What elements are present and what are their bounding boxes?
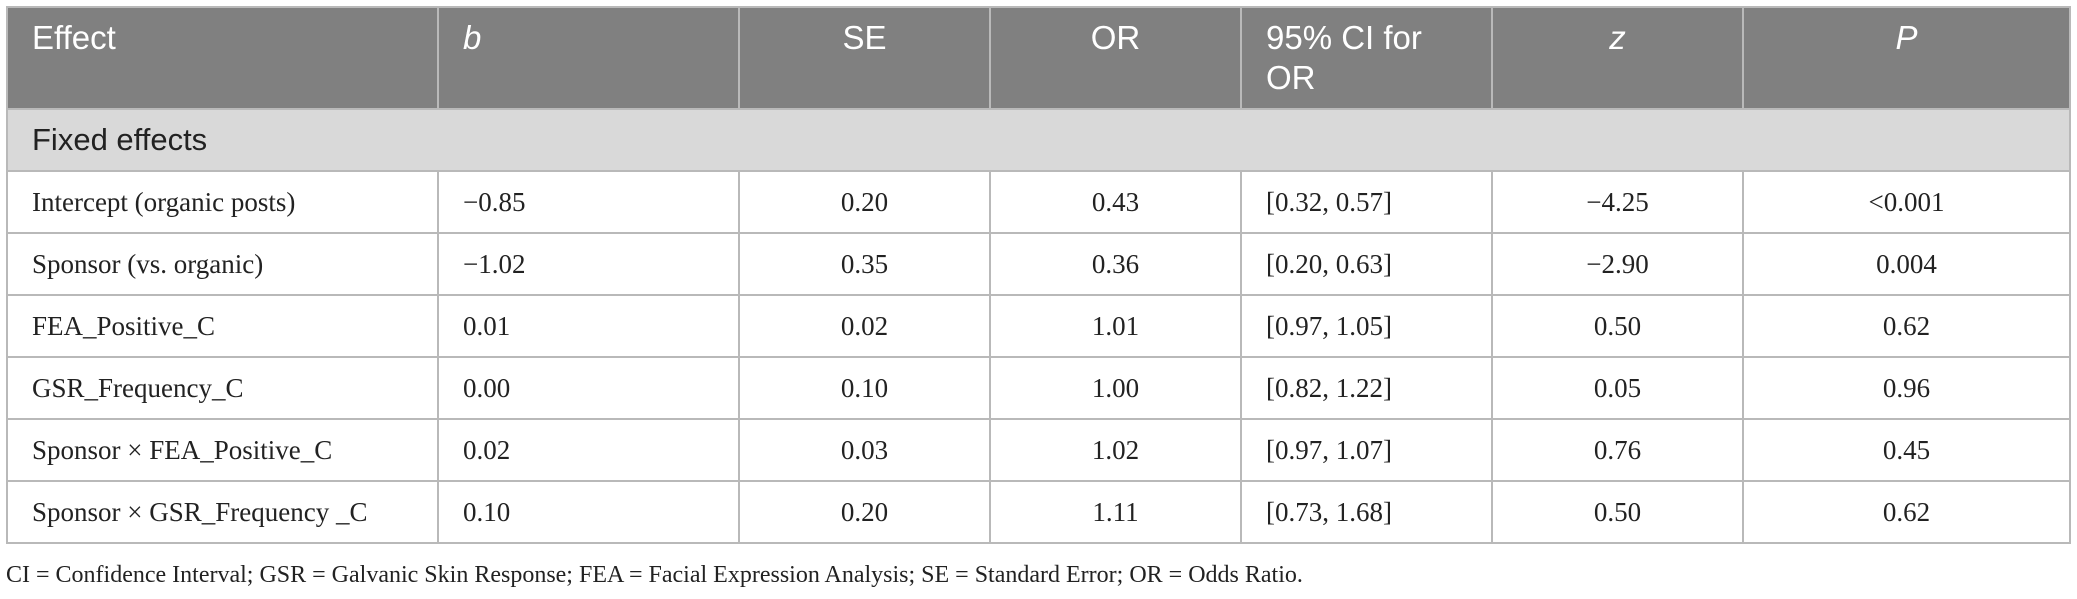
cell-ci: [0.20, 0.63] bbox=[1240, 232, 1493, 296]
table-row: Intercept (organic posts) −0.85 0.20 0.4… bbox=[6, 170, 2071, 234]
cell-p: 0.62 bbox=[1742, 294, 2071, 358]
cell-ci: [0.32, 0.57] bbox=[1240, 170, 1493, 234]
cell-se: 0.35 bbox=[738, 232, 991, 296]
cell-p: 0.004 bbox=[1742, 232, 2071, 296]
cell-z: −2.90 bbox=[1491, 232, 1744, 296]
section-label: Fixed effects bbox=[6, 108, 2071, 172]
cell-b: 0.02 bbox=[437, 418, 740, 482]
header-se: SE bbox=[738, 6, 991, 110]
cell-z: 0.05 bbox=[1491, 356, 1744, 420]
cell-ci: [0.97, 1.07] bbox=[1240, 418, 1493, 482]
header-z: z bbox=[1491, 6, 1744, 110]
cell-z: −4.25 bbox=[1491, 170, 1744, 234]
cell-or: 1.11 bbox=[989, 480, 1242, 544]
header-or: OR bbox=[989, 6, 1242, 110]
cell-effect: GSR_Frequency_C bbox=[6, 356, 439, 420]
cell-b: 0.00 bbox=[437, 356, 740, 420]
table-footnote: CI = Confidence Interval; GSR = Galvanic… bbox=[6, 562, 1303, 588]
cell-or: 0.36 bbox=[989, 232, 1242, 296]
cell-p: 0.45 bbox=[1742, 418, 2071, 482]
header-p: P bbox=[1742, 6, 2071, 110]
regression-table: Effect b SE OR 95% CI for OR z P Fixed e… bbox=[6, 6, 2071, 544]
table-row: FEA_Positive_C 0.01 0.02 1.01 [0.97, 1.0… bbox=[6, 294, 2071, 358]
cell-b: 0.10 bbox=[437, 480, 740, 544]
cell-or: 1.00 bbox=[989, 356, 1242, 420]
cell-se: 0.20 bbox=[738, 170, 991, 234]
cell-effect: Sponsor × FEA_Positive_C bbox=[6, 418, 439, 482]
header-ci: 95% CI for OR bbox=[1240, 6, 1493, 110]
cell-z: 0.50 bbox=[1491, 294, 1744, 358]
cell-effect: FEA_Positive_C bbox=[6, 294, 439, 358]
header-b: b bbox=[437, 6, 740, 110]
cell-or: 1.02 bbox=[989, 418, 1242, 482]
cell-effect: Intercept (organic posts) bbox=[6, 170, 439, 234]
table-row: Sponsor × FEA_Positive_C 0.02 0.03 1.02 … bbox=[6, 418, 2071, 482]
cell-ci: [0.97, 1.05] bbox=[1240, 294, 1493, 358]
header-effect: Effect bbox=[6, 6, 439, 110]
cell-z: 0.76 bbox=[1491, 418, 1744, 482]
cell-ci: [0.82, 1.22] bbox=[1240, 356, 1493, 420]
cell-p: 0.96 bbox=[1742, 356, 2071, 420]
cell-b: −0.85 bbox=[437, 170, 740, 234]
cell-p: 0.62 bbox=[1742, 480, 2071, 544]
regression-table-container: Effect b SE OR 95% CI for OR z P Fixed e… bbox=[6, 6, 2071, 544]
section-row-fixed-effects: Fixed effects bbox=[6, 108, 2071, 172]
cell-se: 0.02 bbox=[738, 294, 991, 358]
table-row: Sponsor (vs. organic) −1.02 0.35 0.36 [0… bbox=[6, 232, 2071, 296]
cell-b: −1.02 bbox=[437, 232, 740, 296]
cell-se: 0.10 bbox=[738, 356, 991, 420]
cell-effect: Sponsor × GSR_Frequency _C bbox=[6, 480, 439, 544]
cell-se: 0.20 bbox=[738, 480, 991, 544]
cell-b: 0.01 bbox=[437, 294, 740, 358]
table-row: Sponsor × GSR_Frequency _C 0.10 0.20 1.1… bbox=[6, 480, 2071, 544]
cell-z: 0.50 bbox=[1491, 480, 1744, 544]
table-row: GSR_Frequency_C 0.00 0.10 1.00 [0.82, 1.… bbox=[6, 356, 2071, 420]
cell-effect: Sponsor (vs. organic) bbox=[6, 232, 439, 296]
table-header-row: Effect b SE OR 95% CI for OR z P bbox=[6, 6, 2071, 110]
cell-or: 1.01 bbox=[989, 294, 1242, 358]
cell-se: 0.03 bbox=[738, 418, 991, 482]
cell-or: 0.43 bbox=[989, 170, 1242, 234]
cell-p: <0.001 bbox=[1742, 170, 2071, 234]
cell-ci: [0.73, 1.68] bbox=[1240, 480, 1493, 544]
